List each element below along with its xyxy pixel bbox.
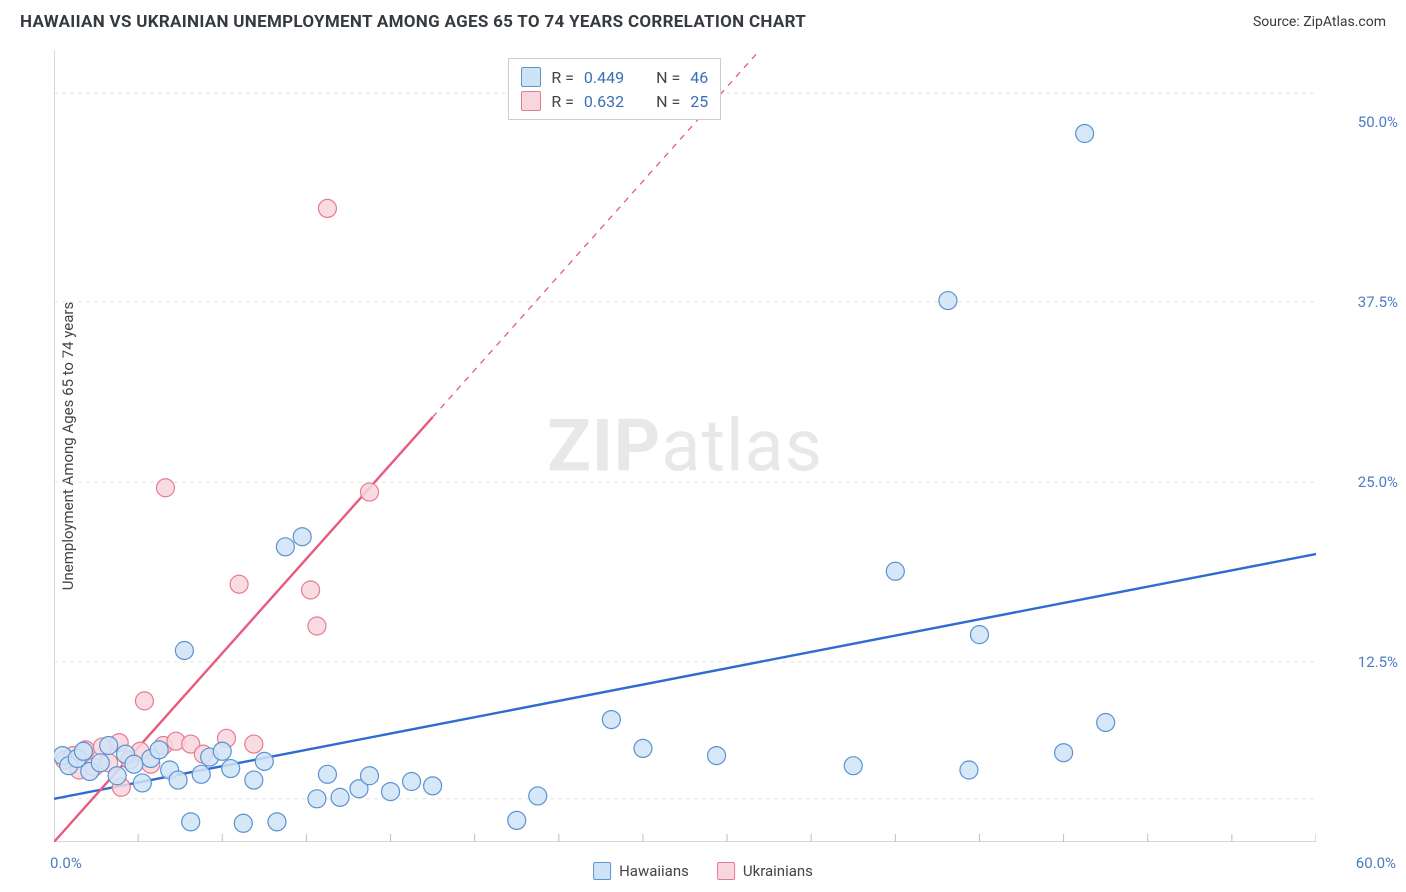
corr-r-value-hawaiians: 0.449 xyxy=(584,68,624,87)
legend-label-hawaiians: Hawaiians xyxy=(619,862,689,880)
scatter-point-hawaiians xyxy=(1055,744,1073,762)
scatter-point-hawaiians xyxy=(308,790,326,808)
chart-area: Unemployment Among Ages 65 to 74 years Z… xyxy=(54,50,1316,842)
legend-item-hawaiians: Hawaiians xyxy=(593,862,689,880)
scatter-point-ukrainians xyxy=(156,479,174,497)
corr-r-value-ukrainians: 0.632 xyxy=(584,92,624,111)
corr-n-label: N = xyxy=(656,68,680,87)
x-origin-label: 0.0% xyxy=(50,854,82,872)
swatch-ukrainians xyxy=(521,91,541,111)
scatter-point-ukrainians xyxy=(361,483,379,501)
corr-n-value-hawaiians: 46 xyxy=(690,68,708,87)
scatter-point-hawaiians xyxy=(293,528,311,546)
title-bar: HAWAIIAN VS UKRAINIAN UNEMPLOYMENT AMONG… xyxy=(0,0,1406,40)
scatter-point-hawaiians xyxy=(125,755,143,773)
chart-title: HAWAIIAN VS UKRAINIAN UNEMPLOYMENT AMONG… xyxy=(20,12,806,32)
scatter-point-hawaiians xyxy=(970,626,988,644)
scatter-point-hawaiians xyxy=(424,777,442,795)
scatter-point-ukrainians xyxy=(245,735,263,753)
swatch-hawaiians xyxy=(521,67,541,87)
scatter-point-hawaiians xyxy=(1097,713,1115,731)
scatter-point-hawaiians xyxy=(213,742,231,760)
scatter-point-hawaiians xyxy=(222,760,240,778)
scatter-point-ukrainians xyxy=(135,692,153,710)
scatter-point-ukrainians xyxy=(308,617,326,635)
scatter-point-hawaiians xyxy=(382,783,400,801)
scatter-point-ukrainians xyxy=(302,581,320,599)
scatter-point-hawaiians xyxy=(255,752,273,770)
scatter-point-hawaiians xyxy=(708,747,726,765)
scatter-point-hawaiians xyxy=(276,538,294,556)
corr-n-label: N = xyxy=(656,92,680,111)
corr-row-ukrainians: R = 0.632 N = 25 xyxy=(521,89,708,113)
swatch-ukrainians xyxy=(717,862,735,880)
scatter-point-hawaiians xyxy=(318,765,336,783)
scatter-point-hawaiians xyxy=(234,814,252,832)
corr-r-label: R = xyxy=(551,92,574,111)
scatter-point-ukrainians xyxy=(318,199,336,217)
scatter-point-hawaiians xyxy=(1076,125,1094,143)
scatter-point-hawaiians xyxy=(939,292,957,310)
scatter-point-hawaiians xyxy=(403,773,421,791)
legend-bottom: Hawaiians Ukrainians xyxy=(593,862,813,880)
scatter-point-hawaiians xyxy=(150,741,168,759)
scatter-point-hawaiians xyxy=(169,771,187,789)
scatter-point-hawaiians xyxy=(886,562,904,580)
x-max-label: 60.0% xyxy=(1356,854,1396,872)
scatter-point-hawaiians xyxy=(634,739,652,757)
correlation-stats-box: R = 0.449 N = 46 R = 0.632 N = 25 xyxy=(508,58,721,120)
scatter-point-hawaiians xyxy=(844,757,862,775)
source-value: ZipAtlas.com xyxy=(1303,14,1386,30)
legend-item-ukrainians: Ukrainians xyxy=(717,862,813,880)
swatch-hawaiians xyxy=(593,862,611,880)
scatter-point-hawaiians xyxy=(74,742,92,760)
scatter-point-hawaiians xyxy=(960,761,978,779)
scatter-point-hawaiians xyxy=(108,767,126,785)
source-attribution: Source: ZipAtlas.com xyxy=(1253,14,1386,30)
scatter-point-hawaiians xyxy=(175,641,193,659)
corr-row-hawaiians: R = 0.449 N = 46 xyxy=(521,65,708,89)
scatter-point-hawaiians xyxy=(182,813,200,831)
y-tick-label: 37.5% xyxy=(1358,293,1398,311)
corr-n-value-ukrainians: 25 xyxy=(690,92,708,111)
y-tick-label: 50.0% xyxy=(1358,113,1398,131)
y-tick-label: 12.5% xyxy=(1358,653,1398,671)
scatter-point-hawaiians xyxy=(268,813,286,831)
legend-label-ukrainians: Ukrainians xyxy=(743,862,813,880)
scatter-plot-svg xyxy=(54,50,1316,842)
scatter-point-ukrainians xyxy=(230,575,248,593)
scatter-point-hawaiians xyxy=(245,771,263,789)
scatter-point-hawaiians xyxy=(508,811,526,829)
scatter-point-hawaiians xyxy=(602,711,620,729)
scatter-point-hawaiians xyxy=(91,754,109,772)
corr-r-label: R = xyxy=(551,68,574,87)
scatter-point-hawaiians xyxy=(133,774,151,792)
source-label: Source: xyxy=(1253,14,1300,30)
y-tick-label: 25.0% xyxy=(1358,473,1398,491)
scatter-point-hawaiians xyxy=(331,788,349,806)
scatter-point-hawaiians xyxy=(192,765,210,783)
scatter-point-hawaiians xyxy=(100,737,118,755)
scatter-point-hawaiians xyxy=(361,767,379,785)
scatter-point-hawaiians xyxy=(529,787,547,805)
